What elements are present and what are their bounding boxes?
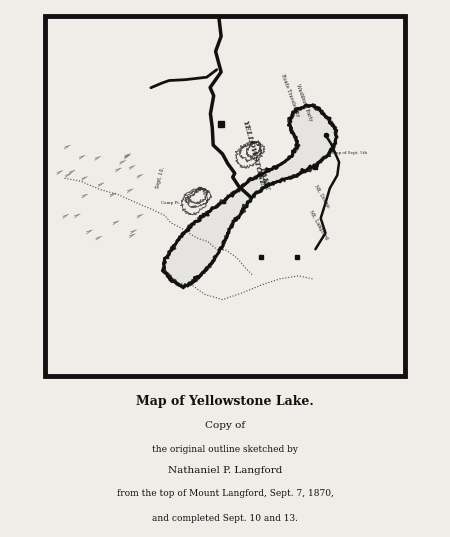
Text: Map of Yellowstone Lake.: Map of Yellowstone Lake. bbox=[136, 395, 314, 408]
Text: and completed Sept. 10 and 13.: and completed Sept. 10 and 13. bbox=[152, 514, 298, 524]
Text: Route Traveled by: Route Traveled by bbox=[279, 73, 300, 118]
Bar bbox=[45, 16, 405, 376]
Text: LAKE: LAKE bbox=[258, 165, 271, 191]
Text: from the top of Mount Langford, Sept. 7, 1870,: from the top of Mount Langford, Sept. 7,… bbox=[117, 489, 333, 498]
Text: Mt. Doane: Mt. Doane bbox=[314, 184, 331, 208]
Text: Nathaniel P. Langford: Nathaniel P. Langford bbox=[168, 466, 282, 475]
Text: Camp of Sept. 5th: Camp of Sept. 5th bbox=[329, 151, 368, 155]
Text: the original outline sketched by: the original outline sketched by bbox=[152, 445, 298, 454]
Text: Camp Pt.: Camp Pt. bbox=[162, 201, 180, 205]
Text: Washburn Party: Washburn Party bbox=[295, 83, 313, 122]
Text: YELLOWSTONE: YELLOWSTONE bbox=[241, 119, 266, 187]
Text: Sept. 10.: Sept. 10. bbox=[155, 166, 166, 190]
Text: Copy of: Copy of bbox=[205, 421, 245, 430]
Text: Mt. Langford: Mt. Langford bbox=[308, 209, 329, 241]
Bar bbox=[45, 16, 405, 376]
Polygon shape bbox=[162, 105, 337, 288]
